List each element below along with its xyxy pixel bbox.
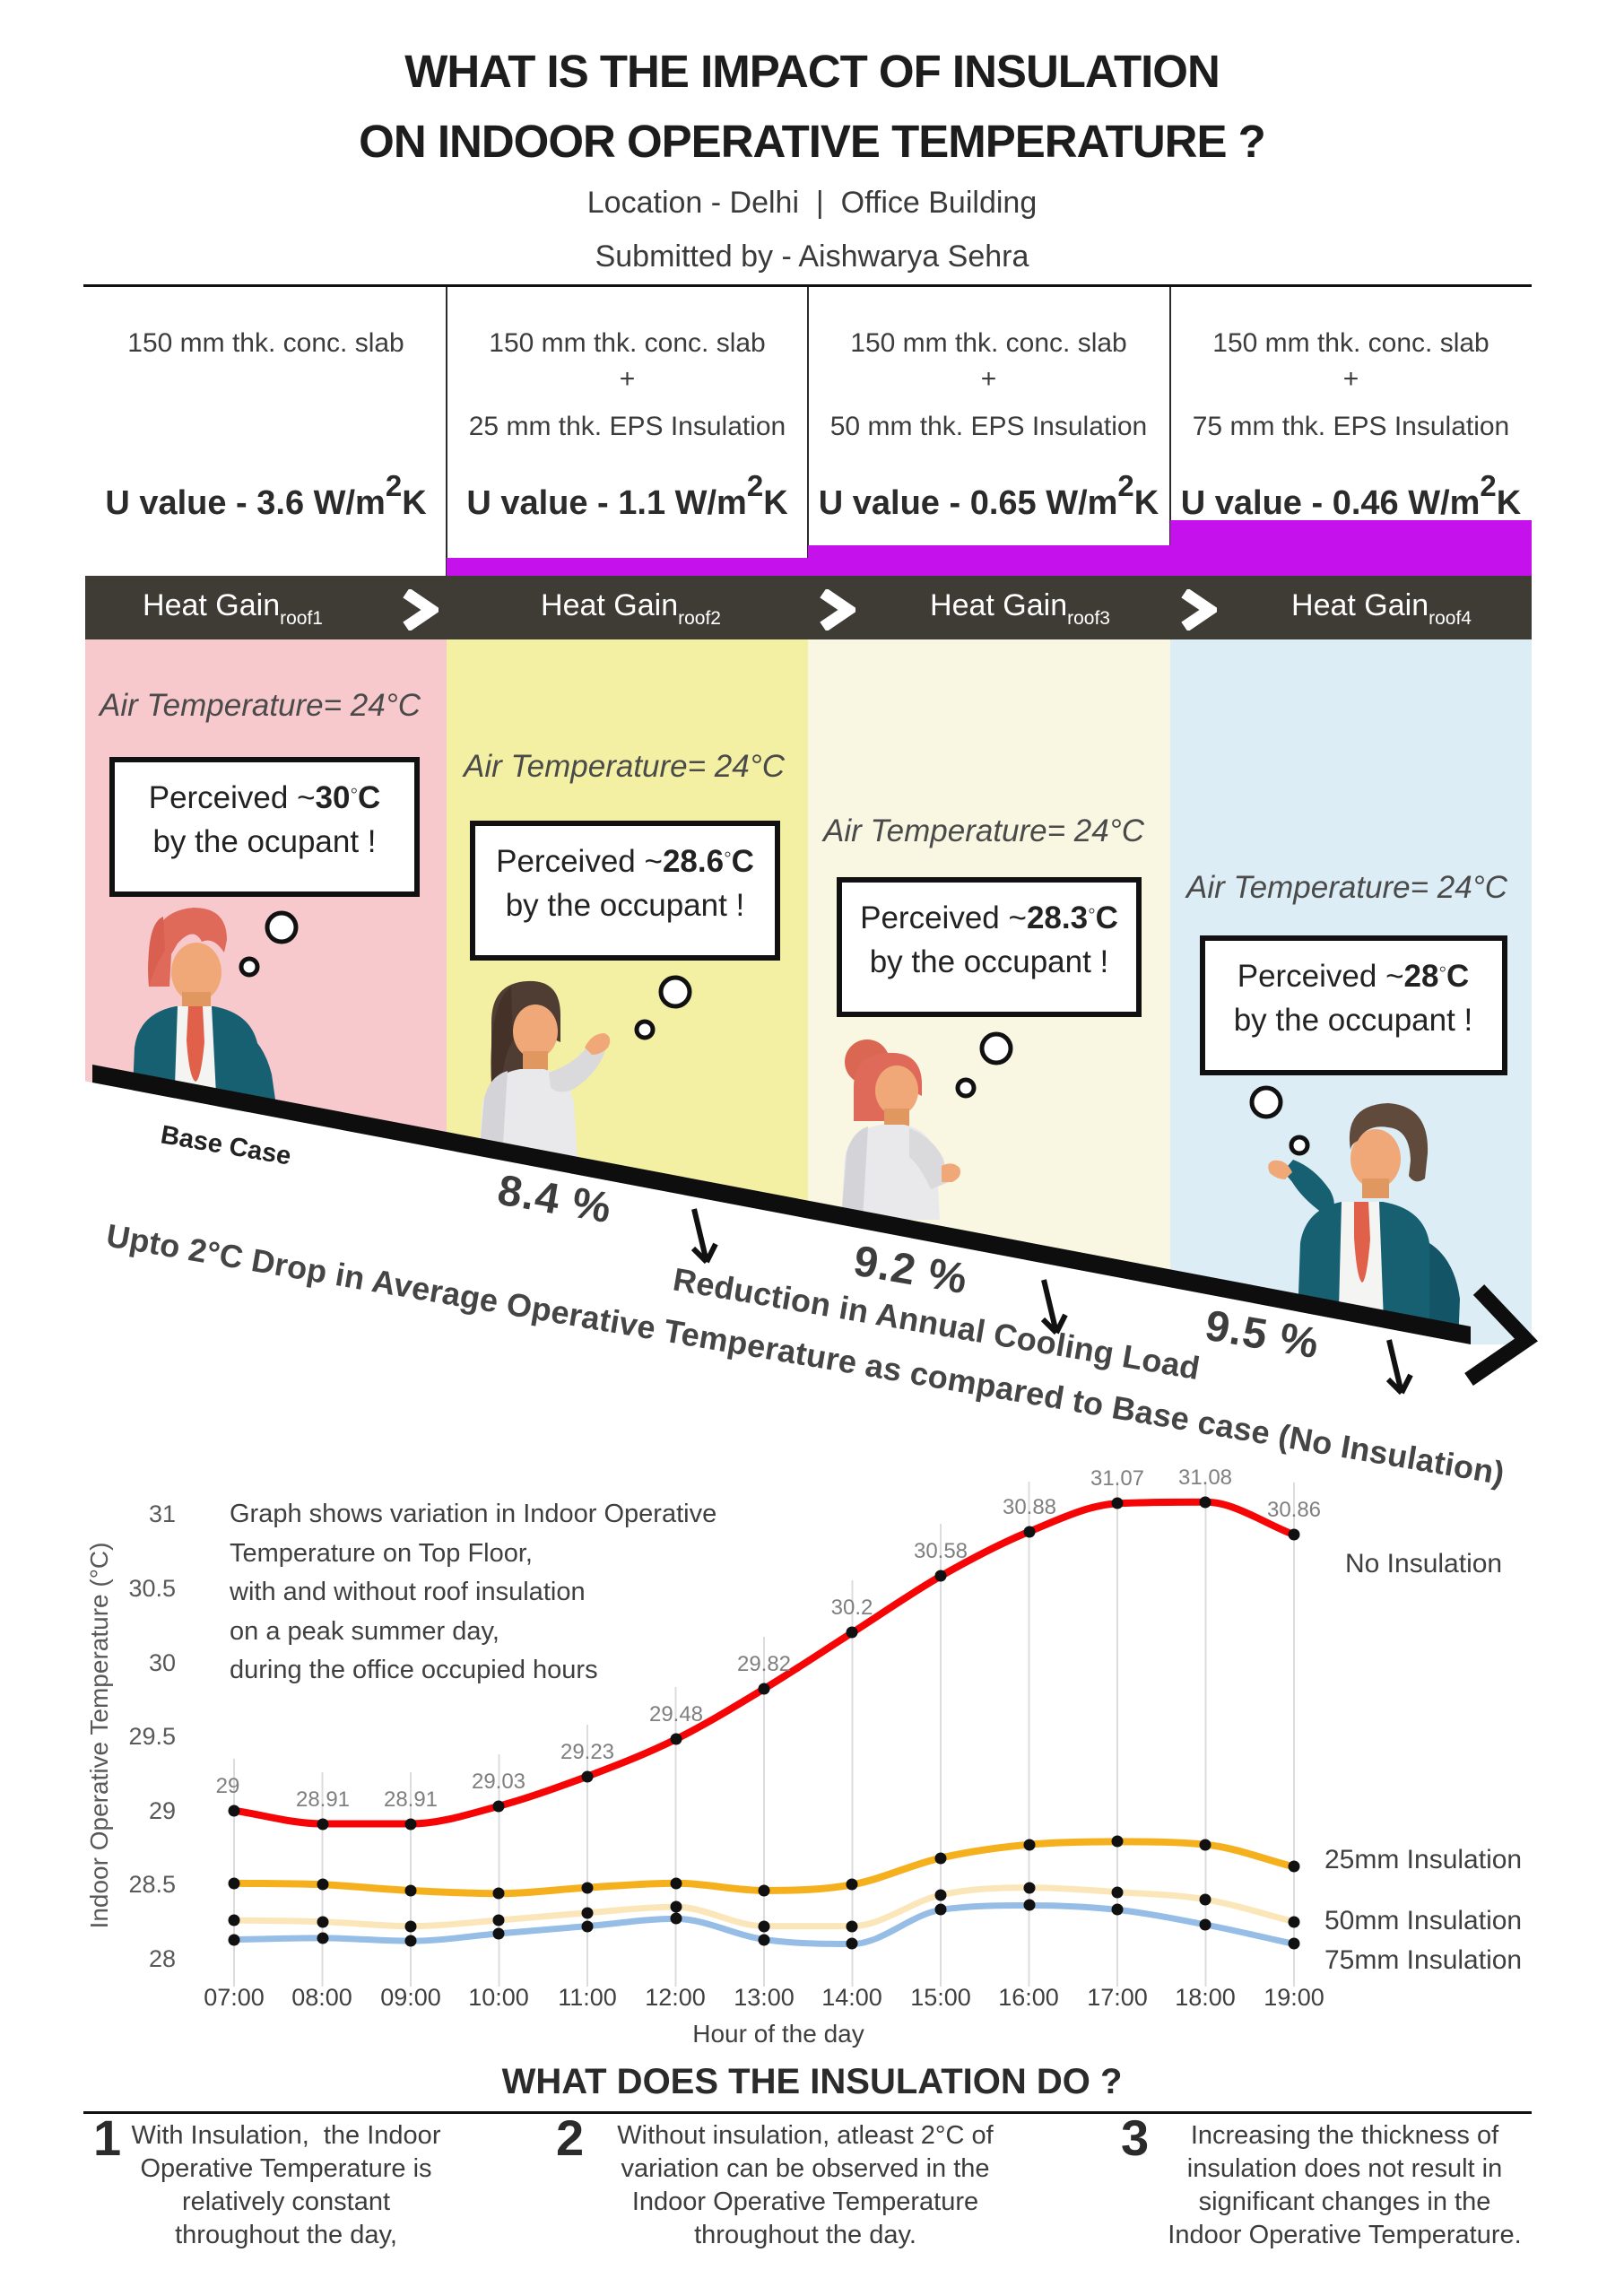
svg-text:13:00: 13:00 — [734, 1984, 795, 2011]
svg-text:Air Temperature= 24°C: Air Temperature= 24°C — [821, 813, 1145, 848]
svg-text:28.5: 28.5 — [128, 1871, 176, 1898]
svg-text:12:00: 12:00 — [645, 1984, 706, 2011]
svg-text:29.23: 29.23 — [560, 1740, 614, 1764]
svg-text:28.91: 28.91 — [384, 1787, 438, 1812]
svg-text:31.08: 31.08 — [1178, 1465, 1232, 1490]
svg-text:by the occupant !: by the occupant ! — [1234, 1003, 1473, 1038]
svg-text:with and without roof insulati: with and without roof insulation — [229, 1578, 586, 1606]
svg-text:11:00: 11:00 — [558, 1984, 617, 2011]
svg-text:29.5: 29.5 — [128, 1723, 176, 1750]
svg-text:Air Temperature= 24°C: Air Temperature= 24°C — [1185, 870, 1508, 905]
svg-text:Perceived ~28◦C: Perceived ~28◦C — [1238, 957, 1470, 994]
svg-text:18:00: 18:00 — [1175, 1984, 1236, 2011]
svg-text:29.03: 29.03 — [472, 1770, 525, 1794]
svg-text:Perceived ~28.3◦C: Perceived ~28.3◦C — [860, 899, 1118, 935]
svg-text:Perceived ~30◦C: Perceived ~30◦C — [149, 778, 381, 815]
svg-text:17:00: 17:00 — [1087, 1984, 1148, 2011]
svg-text:Graph shows variation in Indoo: Graph shows variation in Indoor Operativ… — [230, 1500, 716, 1528]
svg-text:by the occupant !: by the occupant ! — [506, 888, 745, 923]
svg-text:No Insulation: No Insulation — [1345, 1549, 1502, 1578]
svg-text:75mm Insulation: 75mm Insulation — [1324, 1945, 1522, 1975]
svg-text:30.5: 30.5 — [128, 1575, 176, 1602]
svg-text:14:00: 14:00 — [821, 1984, 882, 2011]
svg-text:25mm Insulation: 25mm Insulation — [1324, 1845, 1522, 1874]
svg-text:19:00: 19:00 — [1264, 1984, 1324, 2011]
svg-text:Air Temperature= 24°C: Air Temperature= 24°C — [462, 749, 786, 784]
svg-text:30.86: 30.86 — [1267, 1498, 1321, 1522]
svg-text:29.82: 29.82 — [737, 1652, 791, 1676]
svg-text:30: 30 — [149, 1649, 176, 1676]
svg-text:16:00: 16:00 — [998, 1984, 1059, 2011]
svg-text:Hour of the day: Hour of the day — [692, 2020, 864, 2048]
svg-text:29: 29 — [149, 1797, 176, 1824]
svg-text:10:00: 10:00 — [468, 1984, 529, 2011]
svg-text:during the office occupied hou: during the office occupied hours — [230, 1656, 598, 1684]
svg-text:31: 31 — [149, 1500, 176, 1527]
svg-text:15:00: 15:00 — [910, 1984, 971, 2011]
svg-text:08:00: 08:00 — [291, 1984, 352, 2011]
svg-text:29: 29 — [216, 1774, 240, 1798]
svg-text:30.2: 30.2 — [831, 1596, 873, 1620]
svg-text:Air Temperature= 24°C: Air Temperature= 24°C — [98, 688, 421, 723]
svg-text:31.07: 31.07 — [1090, 1466, 1144, 1491]
svg-text:Perceived ~28.6◦C: Perceived ~28.6◦C — [496, 842, 754, 879]
svg-text:29.48: 29.48 — [649, 1702, 703, 1726]
svg-text:28.91: 28.91 — [296, 1787, 350, 1812]
svg-text:30.58: 30.58 — [914, 1539, 968, 1563]
svg-text:28: 28 — [149, 1945, 176, 1972]
svg-text:09:00: 09:00 — [380, 1984, 441, 2011]
svg-text:on a peak summer day,: on a peak summer day, — [230, 1617, 499, 1646]
svg-text:by the ocupant !: by the ocupant ! — [152, 824, 376, 859]
svg-text:50mm Insulation: 50mm Insulation — [1324, 1906, 1522, 1935]
svg-text:Indoor Operative Temperature (: Indoor Operative Temperature (°C) — [85, 1543, 113, 1929]
svg-text:by the occupant !: by the occupant ! — [870, 944, 1109, 979]
svg-text:Temperature on Top Floor,: Temperature on Top Floor, — [230, 1539, 533, 1568]
svg-text:30.88: 30.88 — [1003, 1495, 1056, 1519]
svg-text:07:00: 07:00 — [204, 1984, 265, 2011]
